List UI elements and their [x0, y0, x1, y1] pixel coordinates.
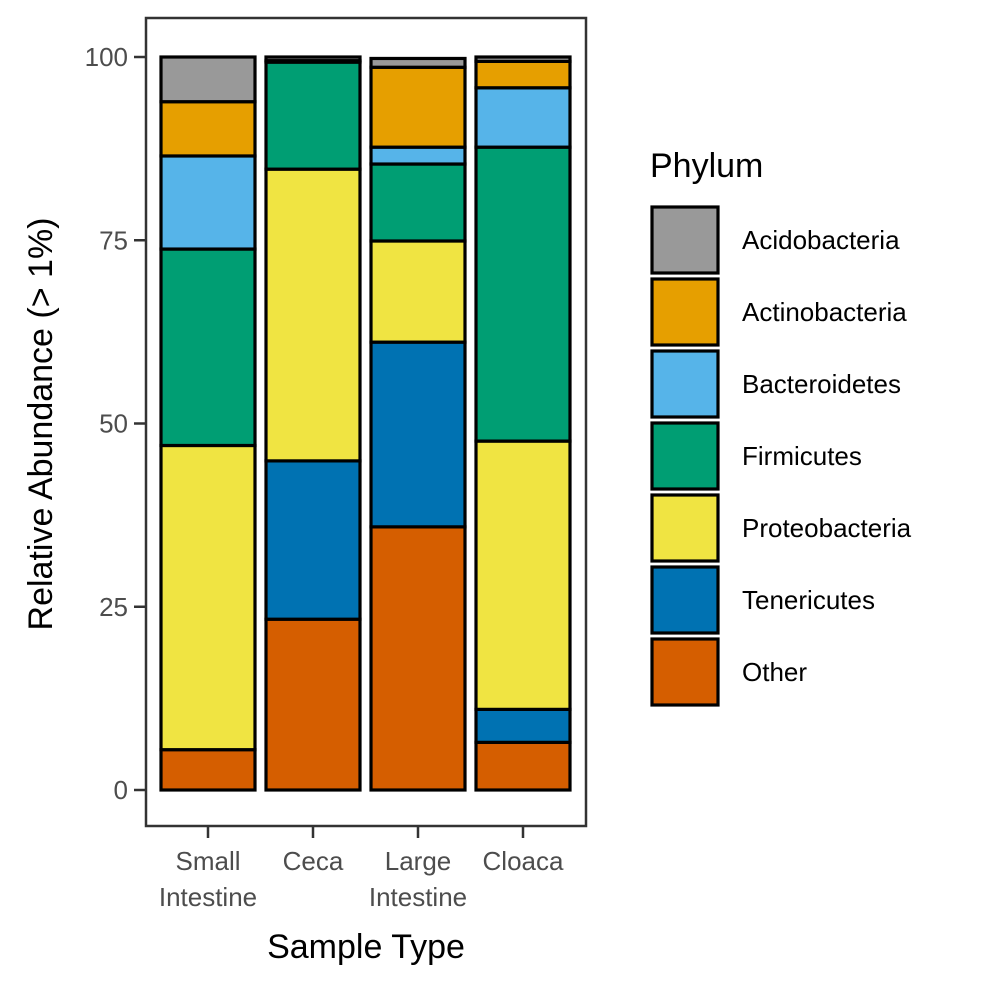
legend-key-actinobacteria	[650, 277, 720, 347]
legend-label-tenericutes: Tenericutes	[742, 585, 875, 615]
bar-segment-firmicutes-2	[369, 162, 467, 243]
legend-key-firmicutes	[650, 421, 720, 491]
x-tick-label: Large Intestine	[369, 846, 467, 912]
bar-segment-proteobacteria-2	[369, 239, 467, 344]
legend-label-other: Other	[742, 657, 807, 687]
bar-segment-firmicutes-1	[264, 60, 362, 171]
legend-key-proteobacteria	[650, 493, 720, 563]
bar-segment-proteobacteria-0	[159, 443, 257, 752]
y-tick-label: 75	[99, 225, 128, 255]
y-tick-label: 25	[99, 592, 128, 622]
bar-segment-actinobacteria-2	[369, 65, 467, 149]
x-tick-label: Small Intestine	[159, 846, 257, 912]
y-tick-label: 0	[114, 775, 128, 805]
legend-key-other	[650, 637, 720, 707]
bar-segment-actinobacteria-3	[474, 59, 572, 90]
bar-segment-other-1	[264, 617, 362, 792]
plot-area	[144, 16, 588, 828]
bar-segment-tenericutes-2	[369, 340, 467, 529]
legend-title: Phylum	[650, 147, 763, 185]
y-axis-title: Relative Abundance (> 1%)	[22, 218, 60, 631]
bar-segment-other-3	[474, 740, 572, 792]
bar-segment-acidobacteria-2	[369, 56, 467, 69]
x-tick-label: Ceca	[283, 846, 344, 876]
bar-segment-proteobacteria-3	[474, 439, 572, 711]
legend: Phylum Acidobacteria Actinobacteria Bacter…	[650, 147, 912, 707]
bar-segment-proteobacteria-1	[264, 167, 362, 463]
bar-segment-acidobacteria-3	[474, 55, 572, 63]
bar-segment-bacteroidetes-3	[474, 86, 572, 149]
legend-label-actinobacteria: Actinobacteria	[742, 297, 907, 327]
panel-border	[144, 16, 588, 828]
x-axis-title: Sample Type	[267, 928, 465, 966]
legend-key-bacteroidetes	[650, 349, 720, 419]
bar-segment-tenericutes-1	[264, 459, 362, 621]
legend-key-acidobacteria	[650, 205, 720, 275]
y-tick-label: 50	[99, 409, 128, 439]
bar-segment-bacteroidetes-2	[369, 145, 467, 166]
bar-segment-other-0	[159, 748, 257, 792]
legend-label-bacteroidetes: Bacteroidetes	[742, 369, 901, 399]
x-axis: Small Intestine Ceca Large Intestine Cloaca	[159, 826, 564, 912]
bar-segment-other-2	[369, 525, 467, 792]
bar-segment-firmicutes-0	[159, 247, 257, 448]
y-axis: 0 25 50 75 100	[85, 42, 146, 805]
legend-label-acidobacteria: Acidobacteria	[742, 225, 900, 255]
bar-segment-actinobacteria-0	[159, 100, 257, 158]
bar-segment-bacteroidetes-0	[159, 154, 257, 251]
y-tick-label: 100	[85, 42, 128, 72]
legend-label-firmicutes: Firmicutes	[742, 441, 862, 471]
bar-segment-tenericutes-3	[474, 707, 572, 744]
bar-segment-acidobacteria-1	[264, 55, 362, 63]
legend-key-tenericutes	[650, 565, 720, 635]
legend-label-proteobacteria: Proteobacteria	[742, 513, 912, 543]
x-tick-label: Cloaca	[483, 846, 564, 876]
bar-segment-acidobacteria-0	[159, 55, 257, 104]
bar-segment-firmicutes-3	[474, 145, 572, 443]
